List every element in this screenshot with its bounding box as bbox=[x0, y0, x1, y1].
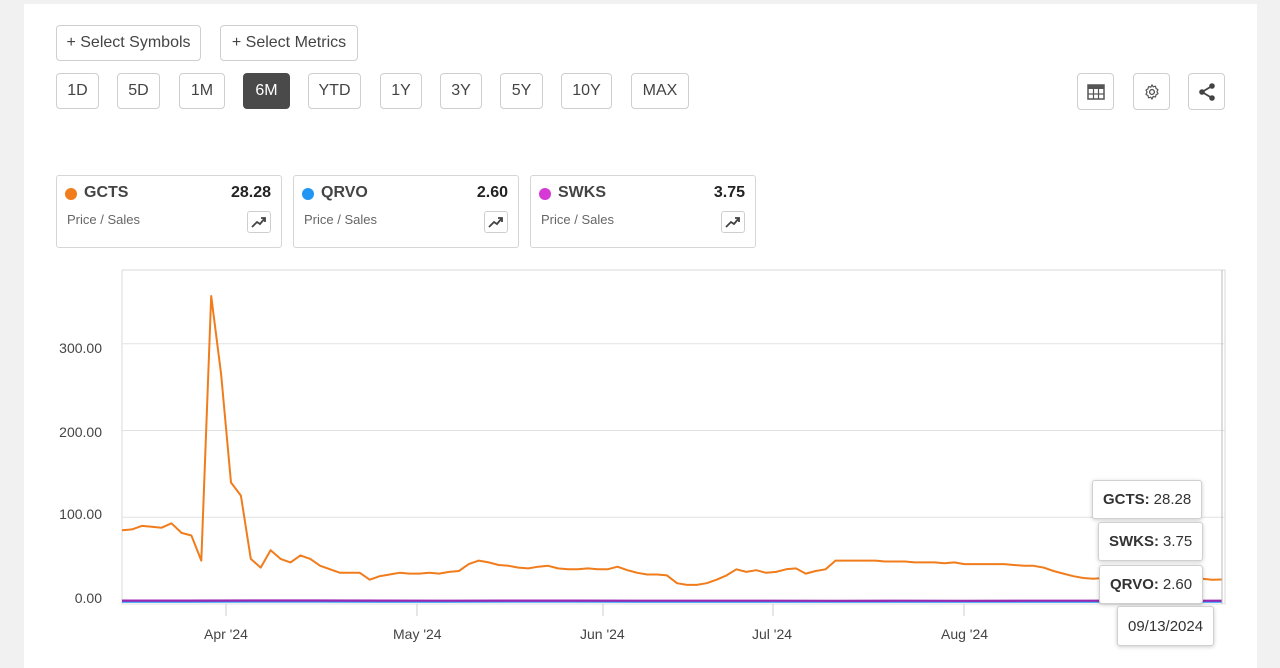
x-tick-label: Aug '24 bbox=[941, 626, 989, 642]
tooltip-row-qrvo: QRVO: 2.60 bbox=[1099, 565, 1204, 604]
range-10y-button[interactable]: 10Y bbox=[561, 73, 612, 109]
tooltip-symbol: GCTS: bbox=[1103, 491, 1150, 508]
card-value: 28.28 bbox=[230, 184, 271, 201]
card-value: 3.75 bbox=[713, 184, 745, 201]
select-symbols-button[interactable]: + Select Symbols bbox=[56, 25, 201, 61]
x-tick-label: Jun '24 bbox=[580, 626, 625, 642]
trend-icon bbox=[488, 217, 503, 228]
range-5y-button[interactable]: 5Y bbox=[500, 73, 543, 109]
card-value: 2.60 bbox=[476, 184, 508, 201]
card-symbol: GCTS bbox=[84, 184, 129, 201]
metric-card-gcts[interactable]: GCTS 28.28 Price / Sales bbox=[56, 175, 282, 248]
y-tick-label: 0.00 bbox=[74, 590, 102, 606]
x-tick-label: Jul '24 bbox=[752, 626, 793, 642]
card-symbol: QRVO bbox=[321, 184, 368, 201]
tooltip-value: 2.60 bbox=[1162, 576, 1193, 593]
metric-card-qrvo[interactable]: QRVO 2.60 Price / Sales bbox=[293, 175, 519, 248]
chart-panel bbox=[24, 4, 1257, 668]
metric-card-swks[interactable]: SWKS 3.75 Price / Sales bbox=[530, 175, 756, 248]
table-icon bbox=[1086, 83, 1105, 100]
trend-icon bbox=[251, 217, 266, 228]
series-color-dot bbox=[65, 188, 77, 200]
range-1m-button[interactable]: 1M bbox=[179, 73, 225, 109]
trend-button[interactable] bbox=[484, 211, 508, 233]
tooltip-symbol: QRVO: bbox=[1110, 576, 1159, 593]
trend-icon bbox=[725, 217, 740, 228]
table-view-button[interactable] bbox=[1077, 73, 1114, 110]
tooltip-value: 3.75 bbox=[1163, 533, 1193, 550]
share-button[interactable] bbox=[1188, 73, 1225, 110]
range-max-button[interactable]: MAX bbox=[631, 73, 689, 109]
x-tick-label: May '24 bbox=[393, 626, 442, 642]
share-icon bbox=[1198, 82, 1215, 101]
range-3y-button[interactable]: 3Y bbox=[440, 73, 482, 109]
range-6m-button[interactable]: 6M bbox=[243, 73, 290, 109]
card-metric: Price / Sales bbox=[304, 212, 377, 227]
range-5d-button[interactable]: 5D bbox=[117, 73, 160, 109]
card-metric: Price / Sales bbox=[67, 212, 140, 227]
card-symbol: SWKS bbox=[558, 184, 606, 201]
settings-button[interactable] bbox=[1133, 73, 1170, 110]
range-1y-button[interactable]: 1Y bbox=[380, 73, 422, 109]
series-color-dot bbox=[539, 188, 551, 200]
series-color-dot bbox=[302, 188, 314, 200]
tooltip-value: 28.28 bbox=[1153, 491, 1192, 508]
y-tick-label: 200.00 bbox=[59, 424, 102, 440]
tooltip-row-gcts: GCTS: 28.28 bbox=[1092, 480, 1203, 519]
trend-button[interactable] bbox=[721, 211, 745, 233]
select-metrics-button[interactable]: + Select Metrics bbox=[220, 25, 358, 61]
tooltip-date: 09/13/2024 bbox=[1117, 606, 1215, 646]
x-tick-label: Apr '24 bbox=[204, 626, 248, 642]
tooltip-symbol: SWKS: bbox=[1109, 533, 1159, 550]
y-tick-label: 300.00 bbox=[59, 340, 102, 356]
range-1d-button[interactable]: 1D bbox=[56, 73, 99, 109]
plot-frame bbox=[121, 269, 1226, 605]
range-ytd-button[interactable]: YTD bbox=[308, 73, 361, 109]
gear-icon bbox=[1144, 83, 1159, 100]
trend-button[interactable] bbox=[247, 211, 271, 233]
y-tick-label: 100.00 bbox=[59, 506, 102, 522]
card-metric: Price / Sales bbox=[541, 212, 614, 227]
tooltip-row-swks: SWKS: 3.75 bbox=[1098, 522, 1204, 561]
series-line-gcts bbox=[121, 295, 1223, 586]
